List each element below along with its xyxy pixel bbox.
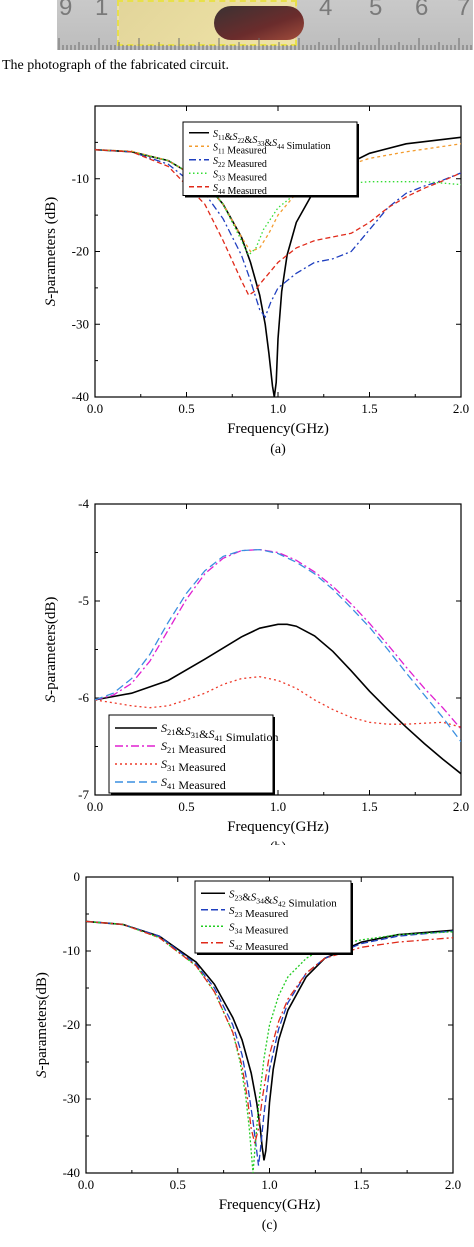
- y-tick-label: -10: [72, 171, 89, 186]
- x-tick-label: 1.0: [270, 799, 286, 814]
- ruler-digit: 4: [319, 0, 333, 21]
- x-tick-label: 0.5: [170, 1177, 186, 1192]
- x-tick-label: 1.0: [270, 401, 286, 416]
- panel-label: (a): [270, 442, 286, 457]
- ruler-digit: 7: [457, 0, 471, 21]
- legend-label: S21&S31&S41 Simulation: [161, 721, 278, 744]
- x-tick-label: 0.0: [87, 401, 103, 416]
- x-tick-label: 2.0: [453, 401, 469, 416]
- x-tick-label: 1.0: [261, 1177, 277, 1192]
- y-tick-label: -4: [78, 496, 89, 511]
- x-tick-label: 2.0: [445, 1177, 461, 1192]
- x-tick-label: 1.5: [353, 1177, 369, 1192]
- ruler-ticks: [58, 38, 472, 50]
- legend-label: S42 Measured: [229, 938, 289, 953]
- circuit-component-image: [214, 6, 304, 40]
- legend-label: S11 Measured: [213, 142, 267, 156]
- y-tick-label: -30: [63, 1091, 80, 1106]
- ruler-digit: 5: [369, 0, 383, 21]
- series-line-4: [95, 149, 461, 297]
- x-tick-label: 1.5: [361, 401, 377, 416]
- y-axis-label: S-parameters(dB): [43, 597, 59, 703]
- legend-label: S23 Measured: [229, 905, 289, 920]
- y-axis-label: S-parameters (dB): [43, 197, 59, 307]
- photo-caption: The photograph of the fabricated circuit…: [2, 58, 230, 73]
- circuit-photo: 9 1 4 5 6 7: [57, 0, 473, 50]
- series-line-2: [95, 676, 461, 728]
- series-line-3: [86, 920, 453, 1144]
- series-line-1: [95, 548, 461, 730]
- x-tick-label: 0.0: [87, 799, 103, 814]
- legend-label: S33 Measured: [213, 169, 267, 183]
- x-axis-label: Frequency(GHz): [227, 819, 329, 835]
- x-axis-label: Frequency(GHz): [219, 1197, 321, 1213]
- legend-label: S44 Measured: [213, 183, 267, 197]
- legend-label: S34 Measured: [229, 921, 289, 936]
- panel-label: (b): [270, 840, 287, 845]
- chart-c: 0.0 0.5 1.0 1.5 2.0 -40 -30 -20 -10 0 Frequency(GH…: [34, 869, 461, 1233]
- x-tick-label: 0.5: [178, 799, 194, 814]
- series-line-0: [95, 623, 461, 775]
- x-tick-label: 0.5: [178, 401, 194, 416]
- legend-label: S21 Measured: [161, 739, 226, 756]
- y-tick-label: -40: [72, 389, 89, 404]
- y-tick-label: 0: [74, 869, 81, 884]
- y-tick-label: -20: [63, 1017, 80, 1032]
- x-tick-label: 2.0: [453, 799, 469, 814]
- legend-label: S11&S22&S33&S44 Simulation: [213, 129, 331, 152]
- ruler-digit: 9: [59, 0, 73, 21]
- y-tick-label: -20: [72, 244, 89, 259]
- x-axis-label: Frequency(GHz): [227, 421, 329, 437]
- legend-label: S23&S34&S42 Simulation: [229, 888, 337, 909]
- legend-label: S41 Measured: [161, 775, 226, 792]
- chart-a: 0.0 0.5 1.0 1.5 2.0 -40 -30 -20 -10 Frequency(GHz…: [43, 105, 469, 457]
- y-tick-label: -6: [78, 690, 89, 705]
- x-tick-label: 1.5: [361, 799, 377, 814]
- y-tick-label: -30: [72, 316, 89, 331]
- series-line-0: [86, 920, 453, 1161]
- y-tick-label: -5: [78, 593, 89, 608]
- x-tick-label: 0.0: [78, 1177, 94, 1192]
- ruler-digit: 6: [415, 0, 429, 21]
- legend-label: S31 Measured: [161, 757, 226, 774]
- chart-b: 0.0 0.5 1.0 1.5 2.0 -7 -6 -5 -4 Frequency(GHz) S-p…: [43, 496, 469, 845]
- y-tick-label: -7: [78, 787, 89, 802]
- legend-label: S22 Measured: [213, 156, 267, 170]
- y-axis-label: S-parameters(dB): [34, 972, 50, 1078]
- series-line-1: [86, 920, 453, 1166]
- panel-label: (c): [262, 1218, 278, 1233]
- y-tick-label: -40: [63, 1165, 80, 1180]
- series-line-2: [86, 920, 453, 1173]
- series-line-3: [95, 548, 461, 743]
- legend-box: [182, 121, 358, 196]
- ruler-digit: 1: [95, 0, 109, 21]
- circuit-board-image: [117, 0, 304, 46]
- y-tick-label: -10: [63, 943, 80, 958]
